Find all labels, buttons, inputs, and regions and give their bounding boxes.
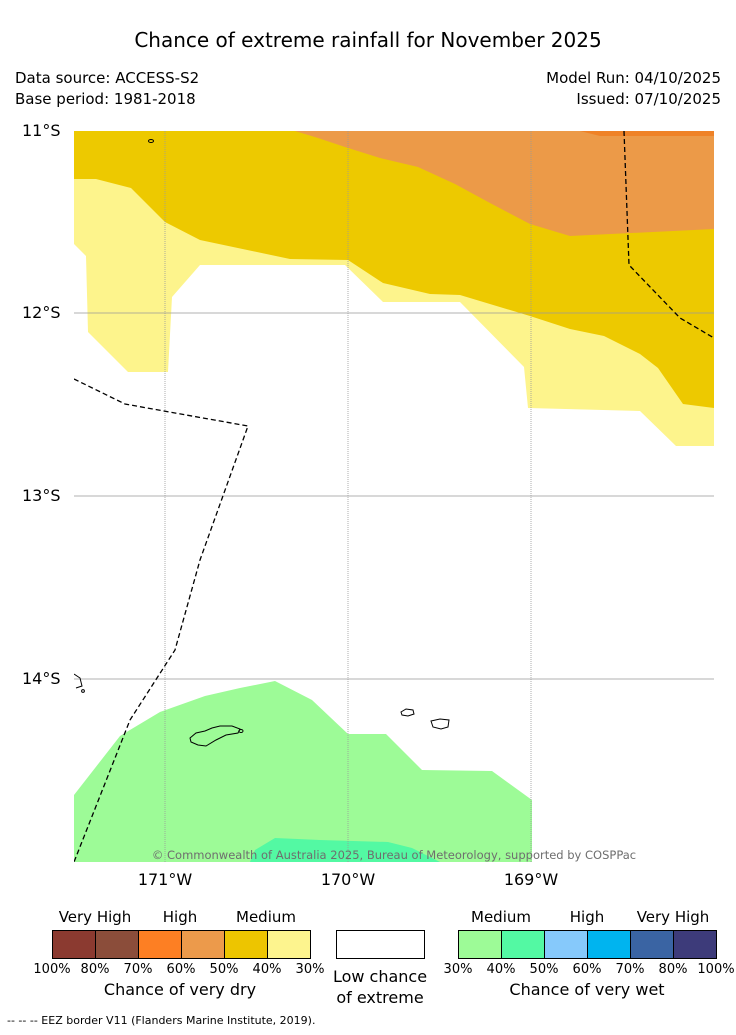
- legend-wet-tick-3: 60%: [572, 962, 602, 977]
- map-area: [74, 131, 714, 862]
- legend-dry-tick-5: 40%: [252, 962, 282, 977]
- legend-wet-swatch-5: [673, 930, 717, 959]
- legend-dry-swatch-1: [95, 930, 139, 959]
- legend-wet-swatch-0: [458, 930, 502, 959]
- legend-wet-medium: Medium: [471, 908, 531, 926]
- legend-dry-swatch-5: [267, 930, 311, 959]
- legend-dry-swatch-4: [224, 930, 268, 959]
- legend-wet-tick-2: 50%: [529, 962, 559, 977]
- legend-dry-swatch-3: [181, 930, 225, 959]
- legend-dry-title: Chance of very dry: [103, 980, 257, 999]
- region-high-dry: [295, 131, 714, 236]
- legend-wet-tick-1: 40%: [486, 962, 516, 977]
- legend-wet-tick-4: 70%: [615, 962, 645, 977]
- legend-dry-swatch-0: [52, 930, 96, 959]
- legend-wet-swatch-4: [630, 930, 674, 959]
- legend-dry-tick-0: 100%: [33, 962, 71, 977]
- eez-border-line-b: [623, 131, 714, 339]
- legend-dry-bar: [52, 930, 311, 959]
- legend-dry-tick-1: 80%: [80, 962, 110, 977]
- issued-date: Issued: 07/10/2025: [576, 90, 721, 108]
- lat-label-12s: 12°S: [22, 303, 61, 322]
- legend-wet-title: Chance of very wet: [509, 980, 665, 999]
- legend-wet-swatch-3: [587, 930, 631, 959]
- legend-wet-tick-6: 100%: [697, 962, 735, 977]
- lat-label-14s: 14°S: [22, 669, 61, 688]
- legend-dry-swatch-2: [138, 930, 182, 959]
- legend-dry-tick-3: 60%: [166, 962, 196, 977]
- legend-wet-tick-5: 80%: [658, 962, 688, 977]
- legend-dry-tick-2: 70%: [123, 962, 153, 977]
- eez-footnote: -- -- -- EEZ border V11 (Flanders Marine…: [7, 1014, 316, 1027]
- lon-label-169w: 169°W: [503, 870, 559, 889]
- copyright-notice: © Commonwealth of Australia 2025, Bureau…: [151, 848, 637, 862]
- legend-wet-bar: [458, 930, 717, 959]
- lon-label-170w: 170°W: [320, 870, 376, 889]
- graticule: [74, 131, 714, 862]
- islands: [74, 139, 450, 747]
- legend-dry-tick-4: 50%: [209, 962, 239, 977]
- legend-low-swatch: [336, 930, 425, 959]
- lat-label-11s: 11°S: [22, 121, 61, 140]
- legend-dry-high: High: [162, 908, 198, 926]
- legend-dry-medium: Medium: [236, 908, 296, 926]
- base-period: Base period: 1981-2018: [15, 90, 196, 108]
- meta-left: Data source: ACCESS-S2 Base period: 1981…: [15, 68, 199, 110]
- island-west: [74, 673, 83, 689]
- island-manua-b: [430, 718, 450, 730]
- legend-wet-swatch-1: [501, 930, 545, 959]
- data-source: Data source: ACCESS-S2: [15, 69, 200, 87]
- legend-low-title: Low chance of extreme: [310, 966, 450, 1008]
- island-small-a: [238, 729, 244, 733]
- eez-border: [74, 131, 714, 862]
- legend-low-line1: Low chance: [332, 967, 428, 986]
- legend-wet-very-high: Very High: [636, 908, 710, 926]
- meta-right: Model Run: 04/10/2025 Issued: 07/10/2025: [546, 68, 721, 110]
- legend-wet-tick-0: 30%: [443, 962, 473, 977]
- region-very-high-dry: [580, 131, 714, 136]
- island-west-dot: [81, 689, 85, 693]
- legend-dry-tick-6: 30%: [295, 962, 325, 977]
- legend-wet-high: High: [569, 908, 605, 926]
- island-manua-a: [400, 708, 415, 717]
- legend-colorbars: [52, 930, 717, 959]
- model-run: Model Run: 04/10/2025: [546, 69, 721, 87]
- eez-border-line-a: [74, 378, 249, 862]
- region-medium-wet: [74, 681, 532, 862]
- map-title: Chance of extreme rainfall for November …: [134, 28, 602, 52]
- legend-low-line2: of extreme: [336, 988, 424, 1007]
- lat-label-13s: 13°S: [22, 486, 61, 505]
- legend-dry-very-high: Very High: [58, 908, 132, 926]
- lon-label-171w: 171°W: [137, 870, 193, 889]
- island-north: [148, 139, 154, 143]
- region-high-wet: [250, 838, 440, 862]
- legend-wet-swatch-2: [544, 930, 588, 959]
